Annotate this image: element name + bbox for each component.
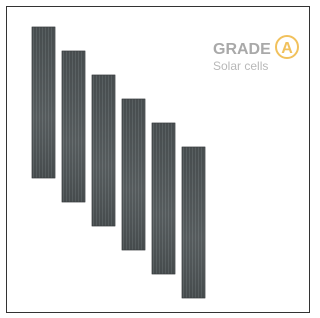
caption: Solar cells — [213, 59, 268, 73]
solar-cell — [62, 51, 85, 202]
solar-cell — [122, 99, 145, 250]
product-image: GRADE A Solar cells — [0, 0, 316, 318]
grade-label: GRADE — [213, 41, 271, 58]
solar-cell — [92, 75, 115, 226]
grade-letter: A — [281, 40, 293, 57]
solar-cell — [32, 27, 55, 178]
solar-cell — [152, 123, 175, 274]
solar-cell — [182, 147, 205, 298]
